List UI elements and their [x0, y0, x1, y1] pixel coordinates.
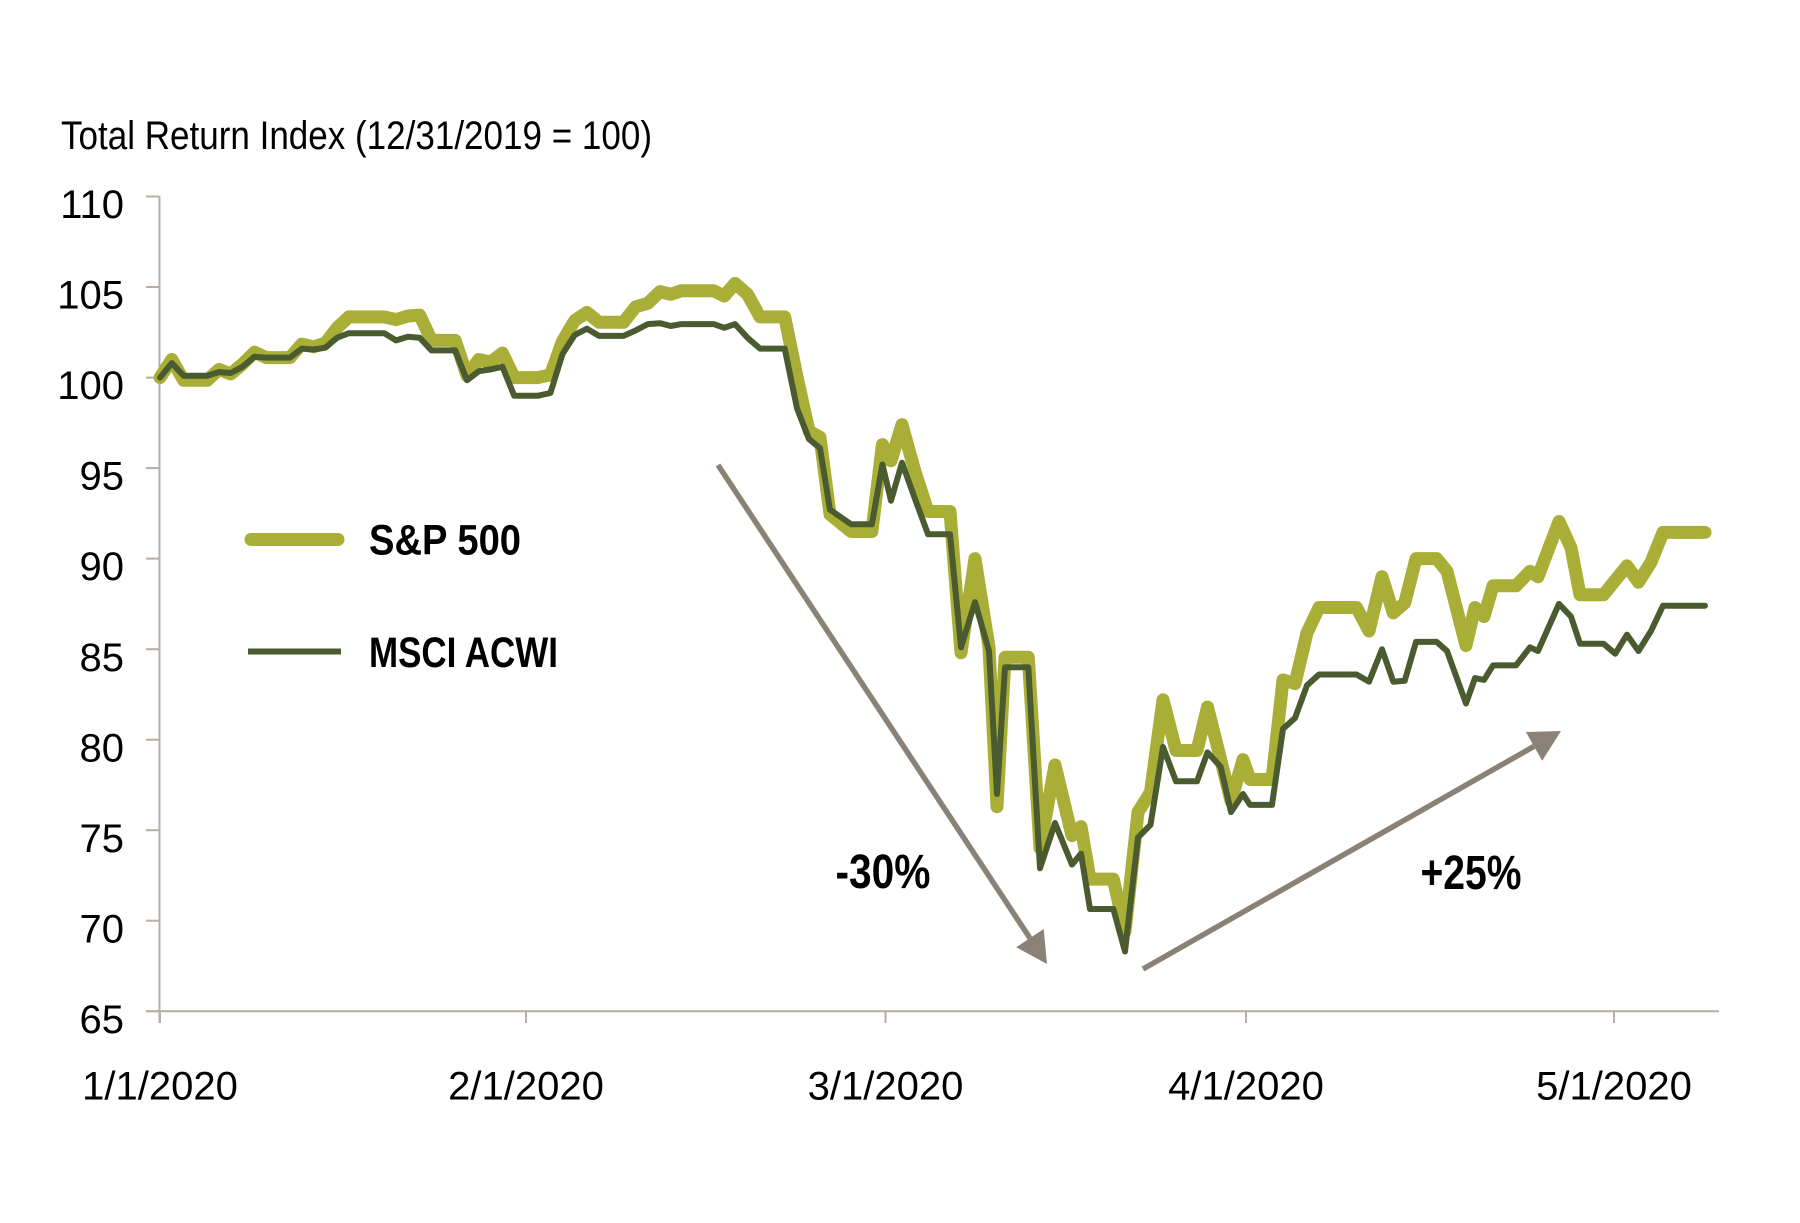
svg-text:95: 95 — [80, 455, 125, 499]
svg-text:65: 65 — [80, 998, 125, 1042]
svg-text:1/1/2020: 1/1/2020 — [82, 1064, 238, 1108]
svg-text:85: 85 — [80, 636, 125, 680]
svg-text:S&P 500: S&P 500 — [369, 517, 521, 565]
svg-text:Total Return Index (12/31/2019: Total Return Index (12/31/2019 = 100) — [61, 114, 652, 158]
svg-text:80: 80 — [80, 726, 125, 770]
svg-text:3/1/2020: 3/1/2020 — [808, 1064, 964, 1108]
svg-text:105: 105 — [57, 274, 124, 318]
svg-text:75: 75 — [80, 817, 125, 861]
svg-text:5/1/2020: 5/1/2020 — [1536, 1064, 1692, 1108]
svg-text:110: 110 — [60, 183, 124, 227]
svg-text:100: 100 — [57, 364, 124, 408]
svg-text:-30%: -30% — [836, 846, 931, 899]
svg-text:+25%: +25% — [1421, 847, 1522, 900]
svg-text:90: 90 — [80, 545, 125, 589]
svg-text:4/1/2020: 4/1/2020 — [1168, 1064, 1324, 1108]
svg-text:MSCI ACWI: MSCI ACWI — [369, 629, 558, 677]
svg-text:70: 70 — [80, 907, 125, 951]
svg-text:2/1/2020: 2/1/2020 — [448, 1064, 604, 1108]
